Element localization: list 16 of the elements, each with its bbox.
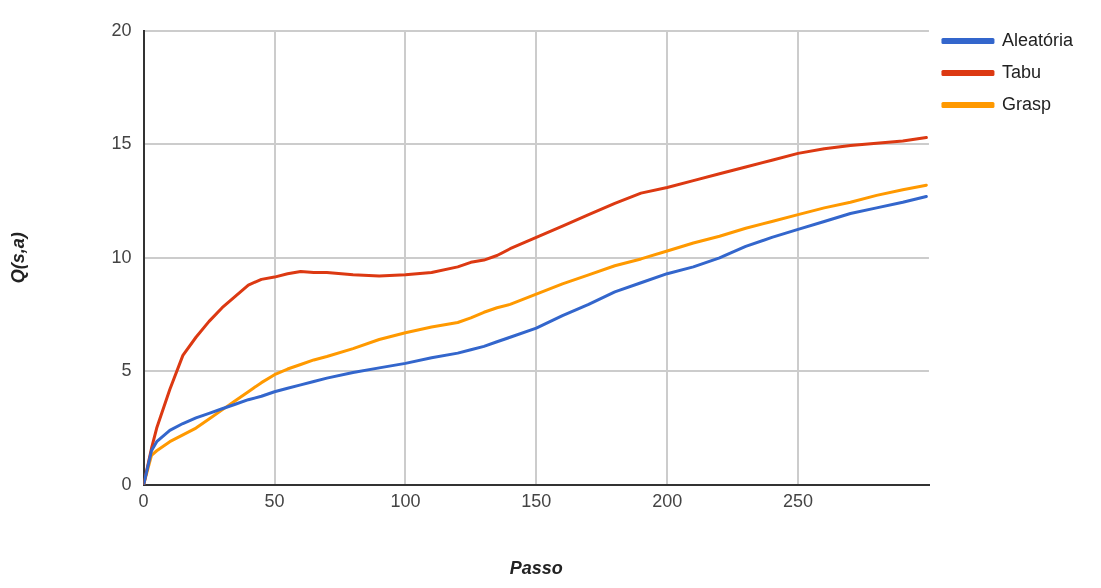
x-tick-label: 0	[138, 490, 149, 511]
y-tick-label: 5	[121, 360, 132, 381]
y-axis-title: Q(s,a)	[7, 232, 28, 284]
x-tick-label: 150	[521, 490, 552, 511]
y-tick-label: 10	[111, 246, 132, 267]
x-tick-label: 50	[264, 490, 285, 511]
y-tick-label: 0	[121, 473, 132, 494]
legend-label: Aleatória	[1001, 29, 1074, 50]
x-axis-title: Passo	[509, 558, 563, 579]
x-tick-label: 100	[390, 490, 421, 511]
y-tick-label: 20	[111, 19, 132, 40]
x-tick-label: 200	[652, 490, 683, 511]
legend-label: Grasp	[1001, 93, 1051, 114]
y-tick-label: 15	[111, 133, 132, 154]
x-tick-label: 250	[783, 490, 814, 511]
legend-label: Tabu	[1001, 61, 1041, 82]
